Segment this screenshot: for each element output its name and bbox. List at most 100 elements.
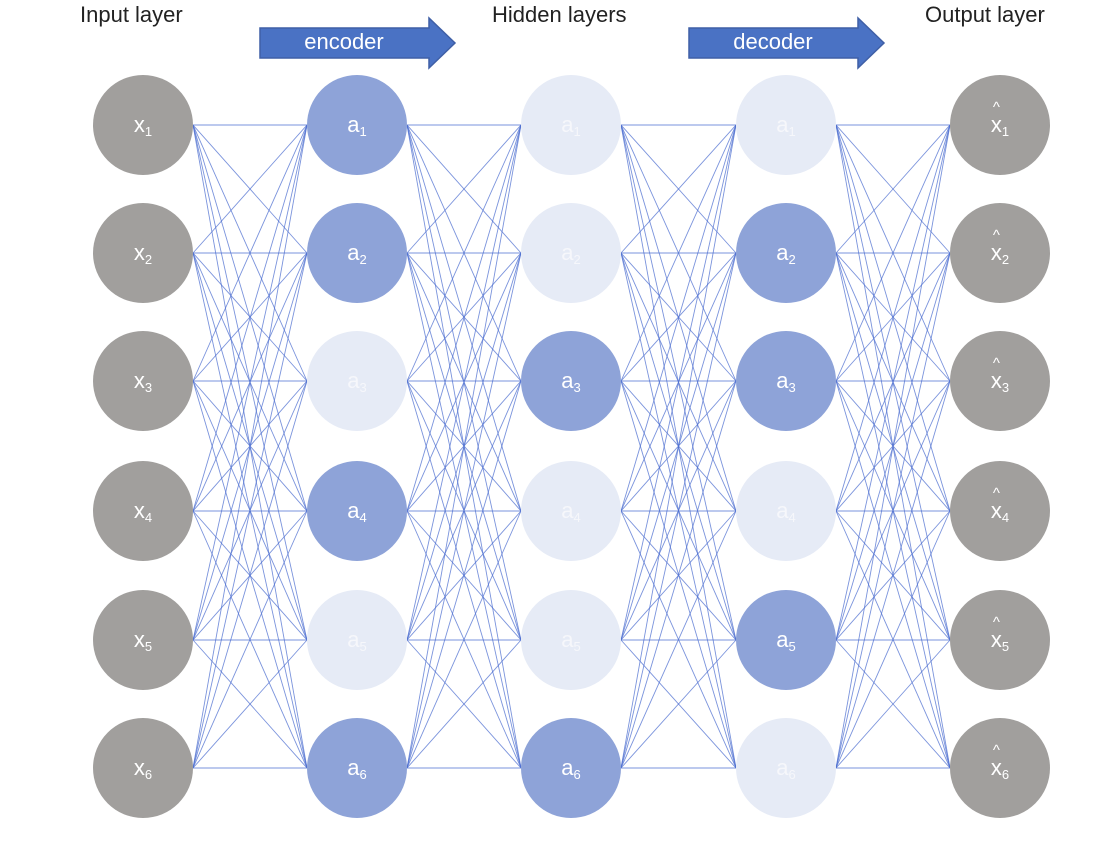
edge: [620, 124, 737, 254]
hidden-layers-label: Hidden layers: [492, 2, 627, 27]
node-variable: x: [991, 99, 1002, 138]
hidden-3-node-2: a2: [736, 203, 836, 303]
node-label: x6: [134, 755, 152, 782]
edge: [620, 510, 737, 769]
edge: [406, 124, 522, 769]
node-label: x3: [134, 368, 152, 395]
node-label: a1: [561, 112, 580, 139]
node-label: x2: [134, 240, 152, 267]
decoder-label: decoder: [733, 29, 813, 54]
hidden-1-node-4: a4: [307, 461, 407, 561]
decoder-arrow: decoder: [688, 16, 886, 70]
node-variable: a: [776, 497, 789, 523]
node-variable: a: [347, 111, 360, 137]
edge: [192, 124, 308, 512]
node-label: a1: [347, 112, 366, 139]
node-variable: a: [776, 111, 789, 137]
decoder-arrow-shape: [688, 16, 886, 70]
node-label: a4: [776, 498, 795, 525]
node-variable: a: [561, 367, 574, 393]
node-variable: a: [776, 367, 789, 393]
node-label: a6: [347, 755, 366, 782]
node-variable: x: [991, 227, 1002, 266]
node-subscript: 4: [359, 509, 367, 525]
edge: [192, 252, 308, 769]
node-label: a4: [561, 498, 580, 525]
hidden-2-node-5: a5: [521, 590, 621, 690]
node-subscript: 5: [573, 638, 581, 654]
node-variable: x: [991, 614, 1002, 653]
edge: [835, 124, 951, 769]
node-variable: a: [561, 754, 574, 780]
node-variable: a: [561, 111, 574, 137]
edge: [835, 124, 951, 641]
node-label: x1: [134, 112, 152, 139]
node-label: x6: [991, 742, 1009, 782]
output-node-5: x5: [950, 590, 1050, 690]
input-node-3: x3: [93, 331, 193, 431]
node-label: x4: [991, 485, 1010, 525]
edge: [620, 124, 737, 641]
node-label: a3: [776, 368, 795, 395]
edge: [620, 124, 737, 769]
input-node-2: x2: [93, 203, 193, 303]
edge: [406, 252, 522, 769]
edge: [835, 380, 951, 769]
hidden-1-node-6: a6: [307, 718, 407, 818]
node-subscript: 6: [144, 766, 153, 782]
node-variable: a: [776, 626, 789, 652]
node-variable: x: [133, 111, 145, 137]
node-variable: a: [561, 239, 574, 265]
output-node-2: x2: [950, 203, 1050, 303]
edge: [192, 380, 308, 769]
node-subscript: 5: [1001, 638, 1010, 654]
node-variable: x: [133, 367, 145, 393]
node-variable: a: [776, 239, 789, 265]
node-subscript: 6: [788, 766, 796, 782]
edge: [406, 380, 522, 769]
node-label: a6: [776, 755, 795, 782]
node-variable: a: [347, 497, 360, 523]
input-node-6: x6: [93, 718, 193, 818]
node-subscript: 4: [573, 509, 581, 525]
node-label: a5: [561, 627, 580, 654]
node-variable: a: [347, 754, 360, 780]
node-variable: x: [991, 742, 1002, 781]
node-label: a6: [561, 755, 580, 782]
node-variable: x: [991, 485, 1002, 524]
node-variable: x: [133, 497, 145, 523]
edge: [620, 639, 737, 769]
edge: [620, 124, 737, 382]
node-subscript: 2: [1001, 251, 1010, 267]
hidden-2-node-4: a4: [521, 461, 621, 561]
node-subscript: 5: [144, 638, 153, 654]
hidden-2-node-1: a1: [521, 75, 621, 175]
node-variable: a: [561, 497, 574, 523]
node-label: x1: [991, 99, 1009, 139]
node-label: x5: [991, 614, 1010, 654]
node-variable: x: [133, 626, 145, 652]
edge: [192, 639, 308, 769]
edge: [406, 510, 522, 769]
node-label: a3: [347, 368, 366, 395]
input-node-4: x4: [93, 461, 193, 561]
output-node-1: x1: [950, 75, 1050, 175]
node-subscript: 4: [1001, 509, 1010, 525]
output-node-4: x4: [950, 461, 1050, 561]
hidden-3-node-5: a5: [736, 590, 836, 690]
node-variable: x: [991, 355, 1002, 394]
hidden-1-node-5: a5: [307, 590, 407, 690]
edge: [835, 124, 951, 254]
node-subscript: 4: [788, 509, 796, 525]
hidden-1-node-1: a1: [307, 75, 407, 175]
node-label: x2: [991, 227, 1010, 267]
node-subscript: 3: [359, 379, 367, 395]
node-subscript: 2: [788, 251, 796, 267]
node-label: x4: [134, 498, 152, 525]
node-variable: a: [347, 626, 360, 652]
node-variable: a: [776, 754, 789, 780]
node-subscript: 4: [144, 509, 153, 525]
node-label: x5: [134, 627, 152, 654]
node-variable: a: [347, 367, 360, 393]
input-node-5: x5: [93, 590, 193, 690]
